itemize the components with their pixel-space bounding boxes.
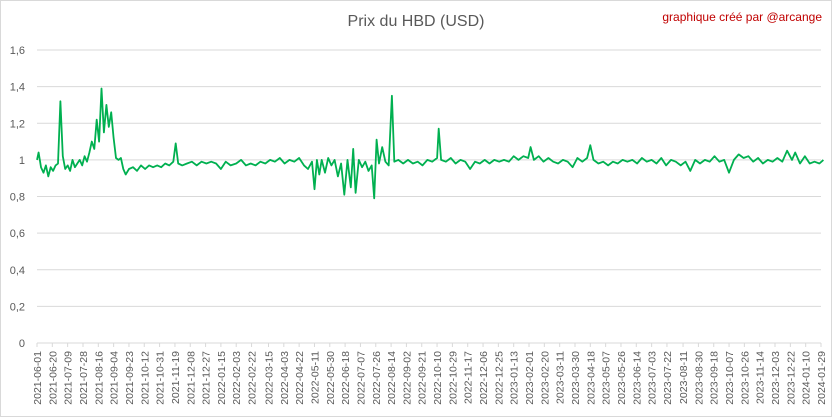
x-tick-label: 2023-07-03 (647, 351, 659, 405)
gridlines (37, 49, 821, 344)
x-tick-label: 2021-10-31 (155, 351, 167, 405)
series-group (36, 87, 825, 200)
chart-credit-annotation: graphique créé par @arcange (662, 10, 822, 24)
y-tick-label: 1 (19, 155, 25, 167)
y-tick-label: 0,2 (10, 301, 25, 313)
x-tick-label: 2021-09-04 (109, 351, 121, 405)
x-tick-label: 2022-07-26 (371, 351, 383, 405)
x-tick-label: 2021-12-08 (185, 351, 197, 405)
x-tick-label: 2021-12-27 (201, 351, 213, 405)
y-tick-label: 1,6 (10, 45, 25, 57)
x-tick-label: 2023-10-07 (724, 351, 736, 405)
x-tick-label: 2022-02-22 (247, 351, 259, 405)
x-tick-label: 2022-10-10 (432, 351, 444, 405)
x-tick-label: 2022-05-11 (309, 351, 321, 404)
x-tick-label: 2021-09-23 (124, 351, 136, 405)
chart-title: Prix du HBD (USD) (347, 13, 485, 30)
x-tick-label: 2022-03-15 (263, 351, 275, 405)
x-tick-label: 2023-08-30 (693, 351, 705, 405)
x-tick-label: 2023-05-07 (601, 351, 613, 405)
x-tick-label: 2021-08-16 (93, 351, 105, 405)
x-tick-label: 2023-06-14 (631, 351, 643, 405)
x-tick-label: 2021-11-19 (170, 351, 182, 404)
x-tick-label: 2023-08-11 (678, 351, 690, 404)
x-tick-label: 2022-12-25 (493, 351, 505, 405)
x-tick-label: 2022-01-15 (216, 351, 228, 405)
x-tick-label: 2022-02-03 (231, 351, 243, 405)
y-tick-label: 0,6 (10, 228, 25, 240)
x-tick-label: 2021-07-09 (63, 351, 75, 405)
y-tick-label: 1,4 (10, 82, 25, 94)
x-tick-label: 2023-03-30 (570, 351, 582, 405)
x-tick-label: 2023-12-03 (770, 351, 782, 405)
x-tick-label: 2023-04-18 (585, 351, 597, 405)
x-tick-label: 2022-08-14 (386, 351, 398, 405)
x-tick-label: 2023-11-14 (755, 351, 767, 404)
x-tick-label: 2021-06-01 (32, 351, 44, 405)
x-tick-label: 2023-01-13 (509, 351, 521, 405)
x-tick-label: 2023-05-26 (616, 351, 628, 405)
x-tick-label: 2023-03-11 (555, 351, 567, 404)
x-tick-label: 2021-07-28 (78, 351, 90, 405)
x-tick-label: 2022-10-29 (447, 351, 459, 405)
x-tick-label: 2023-09-18 (709, 351, 721, 405)
y-tick-label: 0 (19, 338, 25, 350)
y-axis-ticks: 0 0,2 0,4 0,6 0,8 1 1,2 1,4 1,6 (10, 45, 25, 350)
series-line-hbd-price (36, 87, 825, 200)
x-tick-label: 2022-12-06 (478, 351, 490, 405)
x-tick-label: 2022-11-17 (463, 351, 475, 404)
x-tick-label: 2021-06-20 (47, 351, 59, 405)
x-tick-label: 2022-05-30 (325, 351, 337, 405)
x-tick-label: 2022-07-07 (355, 351, 367, 405)
x-tick-label: 2022-04-03 (279, 351, 291, 405)
x-tick-label: 2022-09-21 (417, 351, 429, 405)
x-axis-ticks: 2021-06-01 2021-06-20 2021-07-09 2021-07-28… (32, 343, 828, 405)
y-tick-label: 0,4 (10, 265, 25, 277)
x-tick-label: 2024-01-29 (816, 351, 828, 405)
x-tick-label: 2021-10-12 (139, 351, 151, 405)
y-tick-label: 0,8 (10, 192, 25, 204)
x-tick-label: 2023-10-26 (739, 351, 751, 405)
x-tick-label: 2023-12-22 (785, 351, 797, 405)
x-tick-label: 2022-04-22 (294, 351, 306, 405)
x-tick-label: 2022-06-18 (340, 351, 352, 405)
x-tick-label: 2023-02-20 (539, 351, 551, 405)
x-tick-label: 2023-02-01 (524, 351, 536, 405)
x-tick-label: 2024-01-10 (801, 351, 813, 405)
x-tick-label: 2023-07-22 (662, 351, 674, 405)
x-tick-label: 2022-09-02 (401, 351, 413, 405)
y-tick-label: 1,2 (10, 118, 25, 130)
